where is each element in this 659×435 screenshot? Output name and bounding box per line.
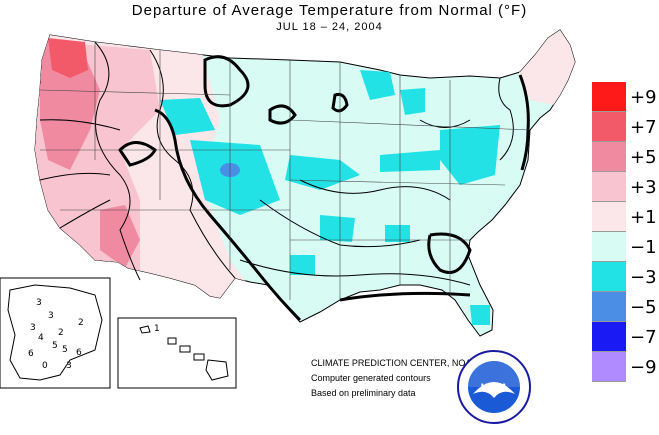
- legend-label: −7: [630, 327, 657, 348]
- legend-label: −9: [630, 357, 657, 378]
- legend-label: −3: [630, 267, 657, 288]
- svg-text:5: 5: [62, 345, 68, 355]
- credit-center: CLIMATE PREDICTION CENTER, NOAA: [311, 358, 478, 368]
- warm-region-sw: [100, 205, 140, 268]
- map-title: Departure of Average Temperature from No…: [131, 2, 528, 19]
- legend-label: +3: [630, 177, 657, 198]
- warm-region-plus5: [40, 40, 100, 170]
- legend-swatch-minus5: [592, 292, 626, 322]
- legend-swatch-minus3: [592, 262, 626, 292]
- svg-text:0: 0: [42, 361, 48, 371]
- credits-block: CLIMATE PREDICTION CENTER, NOAA Computer…: [311, 356, 477, 401]
- cool-region-mt: [160, 98, 215, 135]
- legend-swatch-minus7: [592, 322, 626, 352]
- legend-label: +7: [630, 117, 657, 138]
- svg-text:2: 2: [58, 328, 64, 338]
- map-subtitle: JUL 18 – 24, 2004: [276, 21, 383, 33]
- cool-region-midwest: [440, 125, 500, 185]
- cool-region-lakes: [360, 70, 395, 100]
- hawaii-islands: [139, 325, 229, 381]
- cool-region-south: [385, 225, 410, 242]
- legend-swatch-plus9: [592, 82, 626, 112]
- legend-labels: +9 +7 +5 +3 +1 −1 −3 −5 −7 −9: [630, 83, 659, 383]
- credit-line1: Computer generated contours: [311, 373, 431, 383]
- legend-swatch-plus1: [592, 202, 626, 232]
- svg-text:2: 2: [78, 318, 84, 328]
- svg-text:3: 3: [36, 298, 42, 308]
- cool-region-florida: [470, 305, 490, 325]
- svg-text:3: 3: [48, 311, 54, 321]
- svg-text:3: 3: [30, 323, 36, 333]
- cool-region-plains: [190, 140, 280, 215]
- legend-label: +9: [630, 87, 657, 108]
- noaa-logo: NOAA: [457, 350, 531, 424]
- legend-swatch-minus9: [592, 352, 626, 382]
- legend-swatch-minus1: [592, 232, 626, 262]
- alaska-outline: [7, 284, 103, 381]
- svg-text:5: 5: [52, 341, 58, 351]
- legend-color-scale: [592, 82, 626, 382]
- cool-region-ohio: [380, 150, 440, 172]
- noaa-logo-text: NOAA: [481, 382, 508, 392]
- legend-label: −1: [630, 237, 657, 258]
- cool-region-lakes2: [400, 88, 425, 115]
- legend-label: −5: [630, 297, 657, 318]
- svg-text:6: 6: [28, 349, 34, 359]
- svg-text:6: 6: [76, 348, 82, 358]
- alaska-labels: 3 2 3 4 3 5 6 2 5 6 0 3: [28, 298, 84, 371]
- cool-region-center: [320, 215, 355, 242]
- legend-swatch-plus3: [592, 172, 626, 202]
- legend-label: +1: [630, 207, 657, 228]
- svg-text:4: 4: [38, 333, 44, 343]
- hawaii-label: 1: [154, 324, 160, 334]
- svg-text:3: 3: [66, 361, 72, 371]
- warm-region-plus7: [48, 38, 88, 78]
- legend-swatch-plus7: [592, 112, 626, 142]
- legend-swatch-plus5: [592, 142, 626, 172]
- cool-region-texas: [290, 255, 315, 275]
- state-boundaries: [39, 42, 531, 300]
- contour-lines: [39, 41, 514, 286]
- credit-line2: Based on preliminary data: [311, 388, 416, 398]
- legend-label: +5: [630, 147, 657, 168]
